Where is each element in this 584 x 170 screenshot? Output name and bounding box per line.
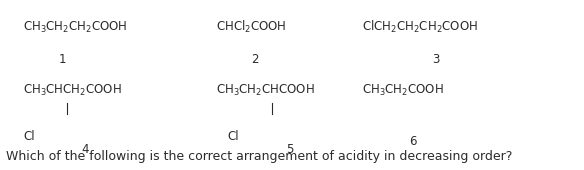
Text: CH$_3$CH$_2$COOH: CH$_3$CH$_2$COOH bbox=[362, 83, 444, 98]
Text: CH$_3$CH$_2$CHCOOH: CH$_3$CH$_2$CHCOOH bbox=[216, 83, 315, 98]
Text: 4: 4 bbox=[82, 143, 89, 156]
Text: Cl: Cl bbox=[23, 130, 35, 142]
Text: CHCl$_2$COOH: CHCl$_2$COOH bbox=[216, 19, 287, 35]
Text: Cl: Cl bbox=[228, 130, 239, 142]
Text: 6: 6 bbox=[409, 135, 416, 148]
Text: Which of the following is the correct arrangement of acidity in decreasing order: Which of the following is the correct ar… bbox=[6, 150, 512, 163]
Text: 5: 5 bbox=[286, 143, 294, 156]
Text: CH$_3$CH$_2$CH$_2$COOH: CH$_3$CH$_2$CH$_2$COOH bbox=[23, 20, 128, 35]
Text: 2: 2 bbox=[251, 53, 259, 66]
Text: 1: 1 bbox=[58, 53, 66, 66]
Text: ClCH$_2$CH$_2$CH$_2$COOH: ClCH$_2$CH$_2$CH$_2$COOH bbox=[362, 19, 478, 35]
Text: CH$_3$CHCH$_2$COOH: CH$_3$CHCH$_2$COOH bbox=[23, 83, 122, 98]
Text: 3: 3 bbox=[432, 53, 440, 66]
